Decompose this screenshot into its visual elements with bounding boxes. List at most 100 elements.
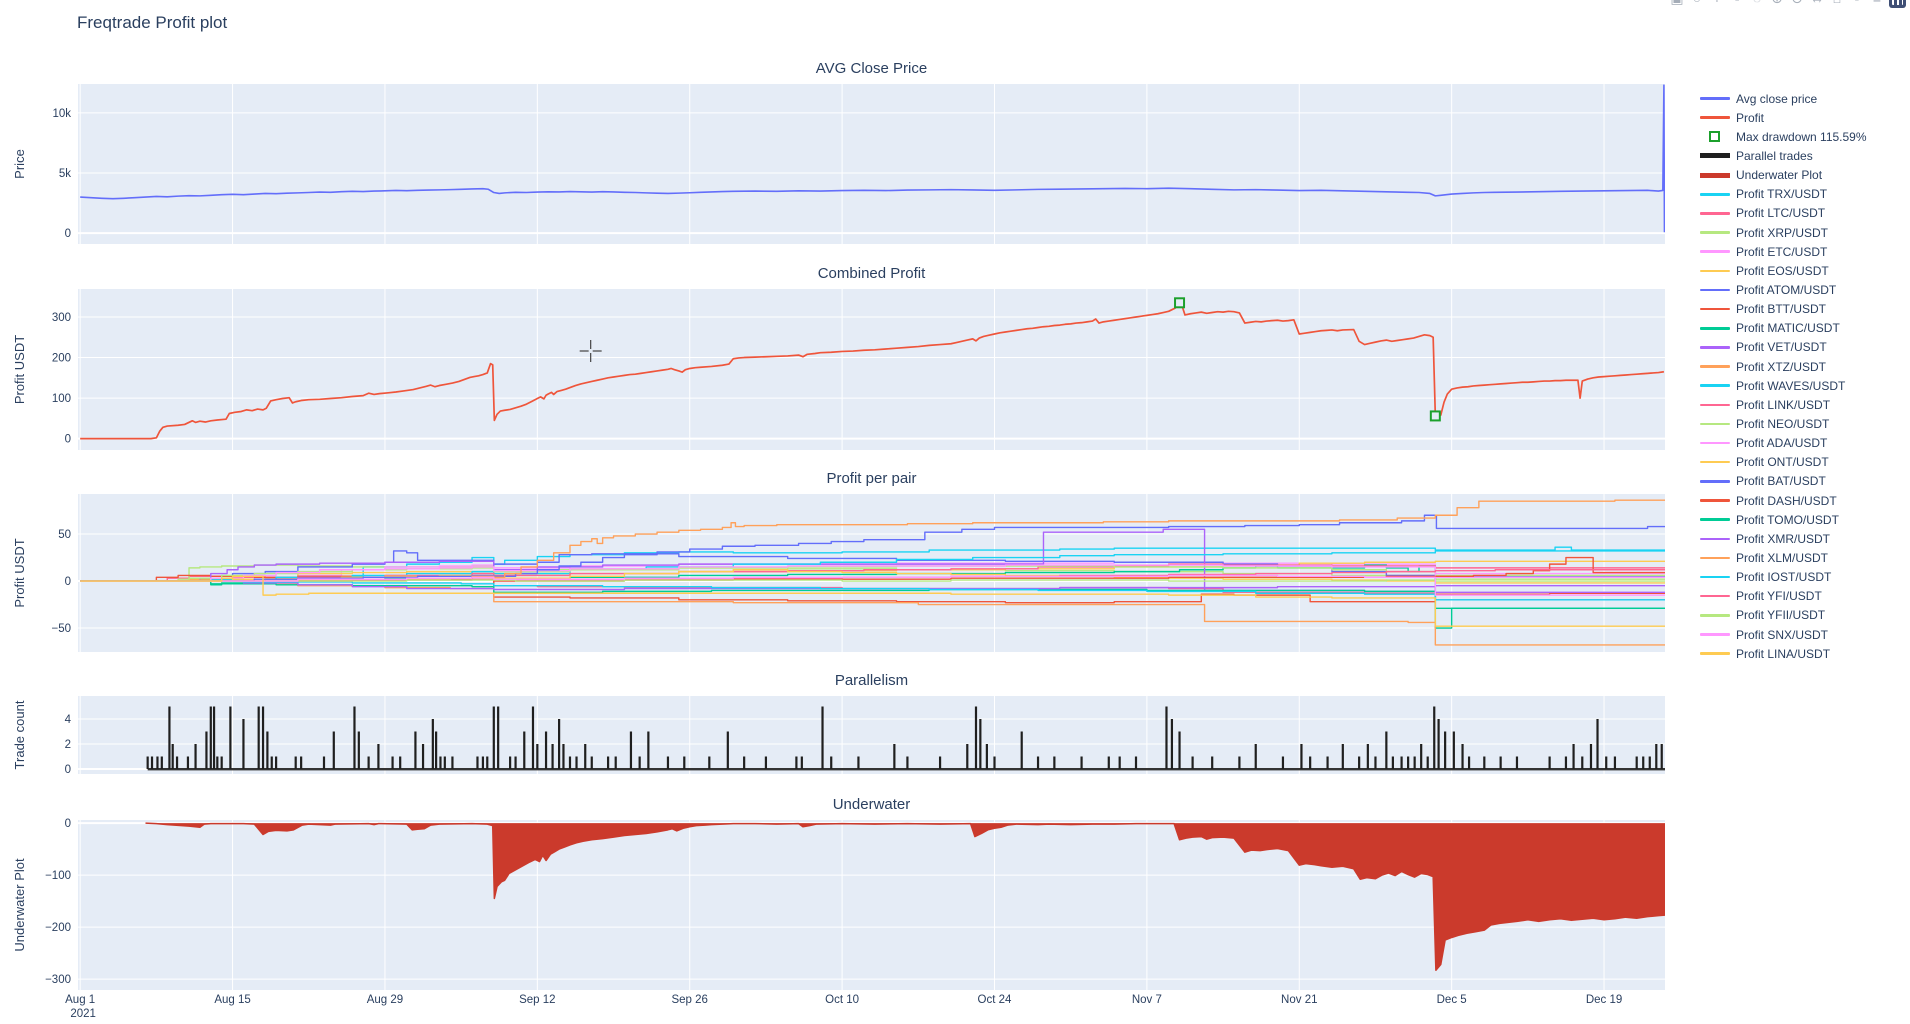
legend-swatch-icon [1698,594,1731,598]
box-select-icon[interactable]: ▫ [1729,0,1745,8]
reset-axes-icon[interactable]: ⌂ [1829,0,1845,8]
legend: Avg close price Profit Max drawdown 115.… [1698,89,1867,663]
bar [1444,731,1447,769]
bar [974,706,978,769]
legend-item-label: Profit TOMO/USDT [1736,512,1839,527]
legend-item[interactable]: Profit ONT/USDT [1698,453,1867,472]
x-tick-label: Aug 29 [367,994,403,1006]
legend-item-label: Profit SNX/USDT [1736,627,1829,642]
hover-compare-icon[interactable]: ≡ [1869,0,1885,8]
legend-item[interactable]: Profit ATOM/USDT [1698,280,1867,299]
pan-icon[interactable]: + [1709,0,1725,8]
legend-item[interactable]: Profit VET/USDT [1698,338,1867,357]
camera-icon[interactable]: ▣ [1669,0,1685,8]
series-Profit YFII/USDT [80,579,1665,582]
legend-item[interactable]: Profit LINA/USDT [1698,644,1867,663]
bar [1426,756,1429,769]
legend-swatch-icon [1698,97,1731,100]
zoom-icon[interactable]: ○ [1689,0,1705,8]
bar [629,731,633,769]
y-tick-label: 10k [52,108,71,120]
bar [266,731,269,769]
x-tick-label: Sep 12 [519,994,555,1006]
legend-item[interactable]: Parallel trades [1698,146,1867,165]
legend-item[interactable]: Profit ETC/USDT [1698,242,1867,261]
max-drawdown-marker [1174,297,1186,309]
bar [1326,756,1329,769]
y-tick-label: 50 [58,529,71,541]
legend-item-label: Profit LINK/USDT [1736,397,1831,412]
y-tick-label: 4 [65,714,72,726]
bar [795,756,798,769]
plotly-logo[interactable] [1889,0,1906,8]
bar [391,756,394,769]
legend-item[interactable]: Profit XRP/USDT [1698,223,1867,242]
bar [367,756,370,769]
subplot-title: Profit per pair [826,470,916,487]
zoom-out-icon[interactable]: ⊖ [1789,0,1805,8]
legend-item[interactable]: Profit YFI/USDT [1698,587,1867,606]
subplot-1-plot-area[interactable] [78,84,1665,244]
subplot-5: 0 −100 −200 −300 Underwater Underwater Plot [12,796,1665,990]
bar [666,756,670,769]
bar [1300,744,1303,769]
legend-item[interactable]: Profit ADA/USDT [1698,434,1867,453]
bar [614,756,617,769]
bar [1581,756,1584,769]
legend-item[interactable]: Profit WAVES/USDT [1698,376,1867,395]
autoscale-icon[interactable]: ↔ [1809,0,1825,8]
legend-swatch-icon [1698,346,1731,349]
subplot-2-plot-area[interactable] [78,289,1665,450]
bar [683,756,686,769]
legend-item[interactable]: Max drawdown 115.59% [1698,127,1867,146]
bar [531,706,535,769]
bar [435,731,438,769]
series-Profit [80,301,1665,440]
series-baseline [147,768,1665,771]
bar [186,756,190,769]
bar [353,706,356,769]
legend-item[interactable]: Profit BAT/USDT [1698,472,1867,491]
legend-item[interactable]: Profit XLM/USDT [1698,548,1867,567]
legend-swatch-icon [1698,403,1731,407]
legend-item[interactable]: Profit YFII/USDT [1698,606,1867,625]
legend-item[interactable]: Profit TRX/USDT [1698,185,1867,204]
legend-swatch-icon [1698,518,1731,521]
legend-swatch-icon [1698,116,1731,119]
legend-item[interactable]: Profit IOST/USDT [1698,568,1867,587]
bar [1605,756,1608,769]
legend-item[interactable]: Profit XTZ/USDT [1698,357,1867,376]
hover-closest-icon[interactable]: ▪ [1849,0,1865,8]
legend-item[interactable]: Profit BTT/USDT [1698,300,1867,319]
legend-item-label: Profit BAT/USDT [1736,474,1826,489]
legend-item[interactable]: Profit EOS/USDT [1698,261,1867,280]
legend-item[interactable]: Profit SNX/USDT [1698,625,1867,644]
x-tick-label: Dec 5 [1437,994,1467,1006]
lasso-select-icon[interactable]: ◌ [1749,0,1765,8]
legend-item[interactable]: Profit TOMO/USDT [1698,510,1867,529]
series-Profit LINA/USDT [80,575,1665,627]
legend-swatch-icon [1698,193,1731,196]
legend-item[interactable]: Profit MATIC/USDT [1698,319,1867,338]
legend-item[interactable]: Underwater Plot [1698,166,1867,185]
bar [216,756,219,769]
bar [270,756,273,769]
legend-item[interactable]: Profit LINK/USDT [1698,395,1867,414]
legend-item[interactable]: Profit NEO/USDT [1698,414,1867,433]
bar [1107,756,1110,769]
bar [443,756,446,769]
legend-item[interactable]: Profit LTC/USDT [1698,204,1867,223]
legend-item[interactable]: Profit XMR/USDT [1698,529,1867,548]
legend-item[interactable]: Avg close price [1698,89,1867,108]
series-Profit LINK/USDT [80,563,1665,582]
y-tick-label: 0 [65,228,71,240]
legend-item[interactable]: Profit DASH/USDT [1698,491,1867,510]
legend-item[interactable]: Profit [1698,108,1867,127]
bar [993,756,996,769]
y-tick-label: 300 [52,312,71,324]
zoom-in-icon[interactable]: ⊕ [1769,0,1785,8]
bar [451,756,454,769]
series-Profit IOST/USDT [80,580,1665,601]
